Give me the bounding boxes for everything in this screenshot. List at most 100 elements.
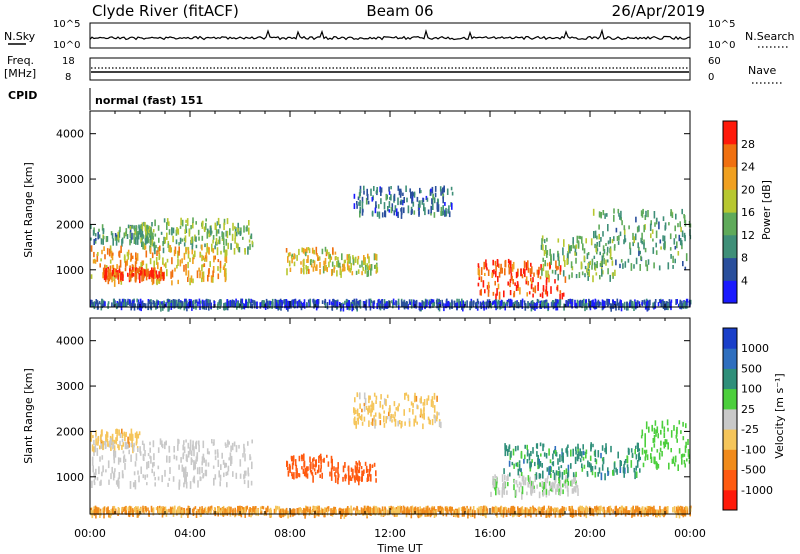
range-cell <box>359 415 362 420</box>
range-cell <box>101 471 103 477</box>
range-cell <box>91 299 93 305</box>
range-cell <box>363 190 365 195</box>
range-cell <box>378 303 381 310</box>
range-cell <box>111 433 114 442</box>
range-cell <box>183 473 185 477</box>
range-cell <box>133 238 136 244</box>
range-cell <box>664 439 667 447</box>
range-cell <box>244 507 246 514</box>
freq-tick-high: 18 <box>62 56 75 67</box>
range-cell <box>309 259 312 266</box>
range-cell <box>92 465 94 473</box>
range-cell <box>537 269 540 276</box>
range-cell <box>357 258 359 265</box>
range-cell <box>198 440 200 446</box>
range-cell <box>431 186 434 194</box>
range-cell <box>649 508 652 515</box>
range-cell <box>388 411 390 417</box>
range-cell <box>627 510 630 515</box>
range-cell <box>178 246 180 253</box>
range-cell <box>178 298 180 305</box>
nsearch-label: N.Search <box>745 30 795 43</box>
range-cell <box>125 228 128 235</box>
range-cell <box>404 392 406 400</box>
range-cell <box>163 218 166 223</box>
range-cell <box>639 250 641 255</box>
nave-tick-high: 60 <box>708 56 721 67</box>
range-cell <box>169 245 172 253</box>
range-cell <box>579 235 581 240</box>
range-cell <box>250 301 252 309</box>
range-cell <box>370 404 372 408</box>
range-cell <box>483 261 485 270</box>
range-cell <box>495 487 497 496</box>
range-cell <box>490 302 492 309</box>
range-cell <box>557 470 559 476</box>
range-cell <box>304 509 307 517</box>
range-cell <box>250 480 253 486</box>
range-cell <box>251 299 254 304</box>
colorbar-segment <box>723 429 737 450</box>
range-cell <box>652 438 655 443</box>
range-cell <box>187 252 190 259</box>
range-cell <box>593 508 596 513</box>
range-cell <box>174 505 176 514</box>
range-cell <box>368 300 371 307</box>
range-cell <box>317 300 319 305</box>
range-cell <box>108 275 111 282</box>
range-cell <box>672 456 675 464</box>
range-cell <box>162 272 165 279</box>
range-cell <box>315 304 318 308</box>
range-cell <box>683 301 686 307</box>
range-cell <box>383 415 385 423</box>
range-cell <box>366 263 368 267</box>
range-cell <box>369 511 371 516</box>
range-cell <box>324 257 327 265</box>
range-cell <box>663 426 666 433</box>
range-cell <box>458 298 460 303</box>
range-cell <box>299 508 301 512</box>
range-cell <box>649 223 652 231</box>
range-cell <box>521 475 524 482</box>
range-cell <box>596 261 598 269</box>
range-cell <box>371 210 374 217</box>
range-cell <box>659 239 662 244</box>
range-cell <box>312 505 314 512</box>
range-cell <box>336 270 338 277</box>
freq-label: Freq. <box>7 54 34 67</box>
range-cell <box>598 467 601 474</box>
range-cell <box>602 509 604 513</box>
range-cell <box>144 303 147 309</box>
range-cell <box>600 452 602 459</box>
velocity-heatmap <box>90 392 692 519</box>
range-cell <box>631 452 634 458</box>
range-cell <box>92 435 94 439</box>
range-cell <box>403 506 406 514</box>
range-cell <box>546 467 549 472</box>
range-cell <box>681 458 683 465</box>
range-cell <box>171 269 174 278</box>
range-cell <box>383 299 386 306</box>
range-cell <box>353 411 356 415</box>
range-cell <box>374 412 377 417</box>
range-cell <box>133 471 136 476</box>
range-cell <box>587 263 589 269</box>
range-cell <box>150 302 152 310</box>
range-cell <box>239 230 242 236</box>
range-cell <box>407 395 410 402</box>
range-cell <box>390 194 392 201</box>
range-cell <box>628 301 631 308</box>
range-cell <box>543 239 546 244</box>
range-cell <box>520 268 522 277</box>
range-cell <box>513 484 515 491</box>
range-cell <box>201 264 203 272</box>
range-cell <box>539 473 542 478</box>
range-cell <box>574 245 576 249</box>
range-cell <box>603 258 605 265</box>
range-cell <box>367 473 369 479</box>
range-cell <box>373 392 376 397</box>
range-cell <box>205 302 208 310</box>
range-cell <box>189 277 191 286</box>
range-cell <box>259 506 262 512</box>
range-cell <box>225 444 227 448</box>
